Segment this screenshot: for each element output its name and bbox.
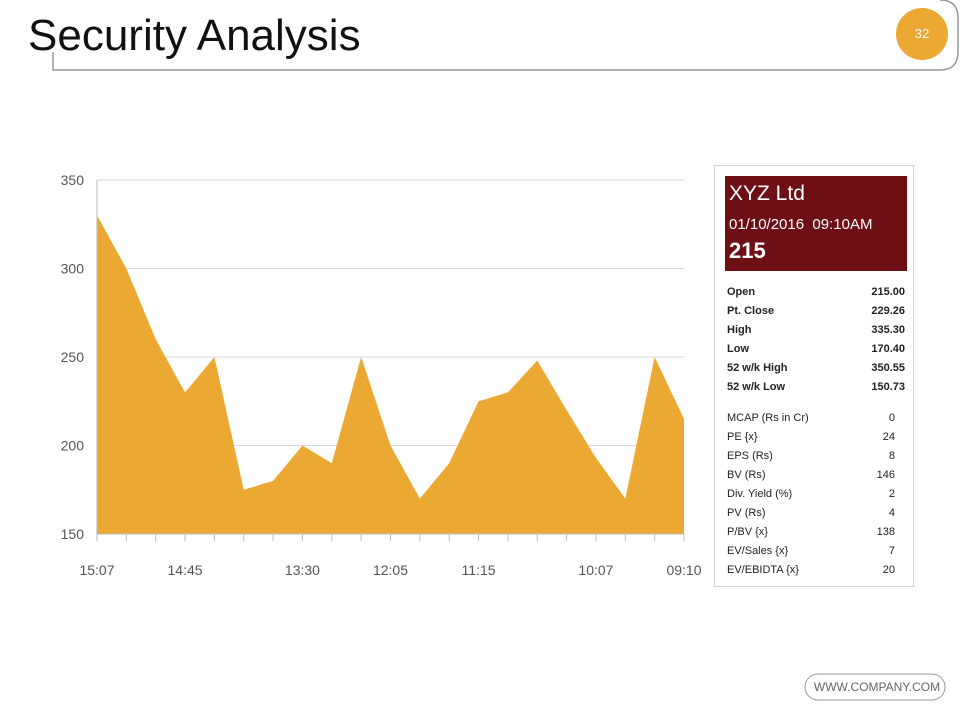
price: 215 <box>729 238 766 263</box>
datetime: 01/10/2016 09:10AM <box>729 216 873 233</box>
page-badge <box>896 8 948 60</box>
y-tick-label: 150 <box>61 526 85 542</box>
stat-label: 52 w/k High <box>727 362 788 374</box>
stat-label: P/BV {x} <box>727 526 768 538</box>
stat-label: Div. Yield (%) <box>727 488 793 500</box>
stat-label: PE {x} <box>727 431 758 443</box>
stat-value: 229.26 <box>871 305 905 317</box>
stat-label: Low <box>727 343 749 355</box>
stat-value: 138 <box>876 526 895 538</box>
panel-header: XYZ Ltd 01/10/2016 09:10AM 215 <box>725 176 907 271</box>
stat-value: 24 <box>882 431 895 443</box>
stat-value: 8 <box>888 450 895 462</box>
y-tick-label: 250 <box>61 349 85 365</box>
y-tick-label: 200 <box>61 438 85 454</box>
stat-value: 150.73 <box>871 381 905 393</box>
stat-value: 0 <box>888 412 895 424</box>
stat-label: Open <box>727 286 756 298</box>
stat-value: 2 <box>888 488 895 500</box>
footer-website: WWW.COMPANY.COM <box>814 680 940 694</box>
area <box>97 215 684 534</box>
stat-label: Pt. Close <box>727 305 775 317</box>
stat-label: High <box>727 324 752 336</box>
x-tick-label: 09:10 <box>666 562 701 578</box>
header-frame <box>52 0 959 71</box>
stat-value: 215.00 <box>871 286 905 298</box>
x-tick-label: 11:15 <box>462 562 496 578</box>
x-tick-label: 12:05 <box>373 562 408 578</box>
stat-value: 146 <box>876 469 895 481</box>
stat-label: MCAP (Rs in Cr) <box>727 412 809 424</box>
page-number: 32 <box>915 26 929 41</box>
y-tick-label: 350 <box>61 172 85 188</box>
stat-label: EV/EBIDTA {x} <box>727 564 799 576</box>
stat-value: 7 <box>888 545 895 557</box>
stat-value: 20 <box>882 564 895 576</box>
x-tick-label: 15:07 <box>79 562 114 578</box>
stat-label: BV (Rs) <box>727 469 766 481</box>
stat-value: 335.30 <box>871 324 905 336</box>
stat-label: EPS (Rs) <box>727 450 773 462</box>
stat-label: PV (Rs) <box>727 507 766 519</box>
stat-label: EV/Sales {x} <box>727 545 789 557</box>
title: Security Analysis <box>28 11 361 60</box>
y-tick-label: 300 <box>61 261 85 277</box>
stat-label: 52 w/k Low <box>727 381 786 393</box>
footer-frame <box>804 673 946 701</box>
x-tick-label: 13:30 <box>285 562 320 578</box>
stat-value: 350.55 <box>871 362 905 374</box>
x-tick-label: 14:45 <box>168 562 203 578</box>
stat-value: 170.40 <box>871 343 905 355</box>
x-tick-label: 10:07 <box>578 562 613 578</box>
stat-value: 4 <box>888 507 895 519</box>
company-name: XYZ Ltd <box>729 182 805 205</box>
stock-panel: XYZ Ltd 01/10/2016 09:10AM 215 Open 215.0… <box>714 165 914 587</box>
